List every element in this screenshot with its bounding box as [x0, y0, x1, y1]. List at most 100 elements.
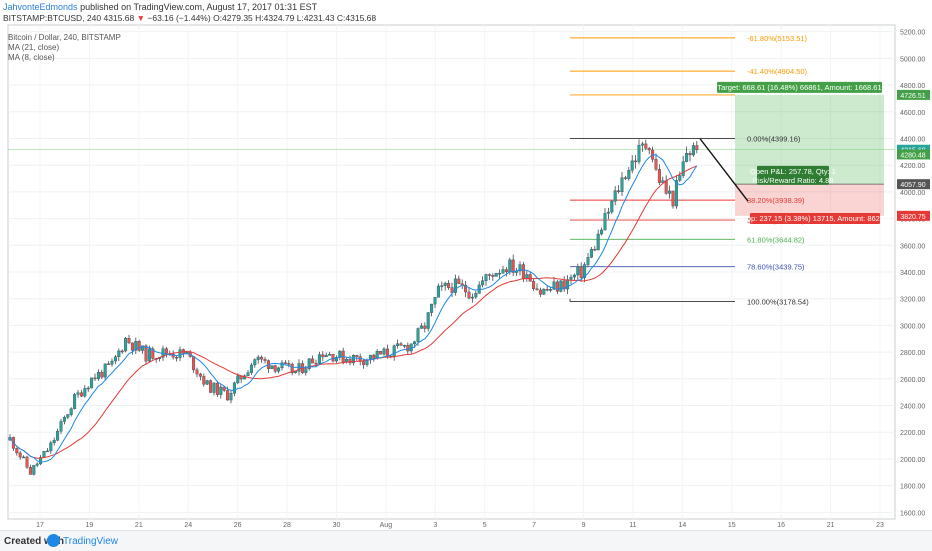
candle-body	[348, 358, 352, 364]
candle-body	[130, 342, 134, 351]
fib-level-label: 78.60%(3439.75)	[747, 263, 805, 272]
price-axis-box-bg	[897, 89, 930, 100]
candle-body	[396, 343, 400, 346]
candle-body	[589, 248, 593, 258]
price-chart[interactable]: 1600.00 1800.00 2000.00 2200.00 2400.00 2600.…	[0, 0, 932, 530]
time-tick-label: 15	[728, 522, 736, 529]
candle-body	[443, 282, 447, 286]
position-labels: Target: 668.61 (16.48%) 66861, Amount: 1…	[717, 81, 890, 224]
time-tick-label: 23	[876, 522, 884, 529]
pnl-label-text: Open P&L: 257.78, Qty: 1	[750, 167, 836, 176]
time-tick-label: 21	[827, 522, 835, 529]
price-axis-box-text: 4057.90	[900, 182, 925, 189]
down-arrow-icon: ▼	[136, 13, 145, 23]
candle-body	[430, 303, 434, 313]
tradingview-logo-icon[interactable]	[47, 534, 60, 547]
price-axis-box: 3820.75	[897, 210, 930, 221]
candle-body	[423, 325, 427, 329]
candle-body	[399, 343, 403, 346]
candle-body	[28, 466, 32, 475]
fib-level-label: -61.80%(5153.51)	[747, 34, 808, 43]
candle-body	[195, 369, 199, 375]
candle-body	[474, 293, 478, 298]
candle-body	[164, 348, 168, 354]
tradingview-brand[interactable]: TradingView	[63, 536, 119, 547]
candle-body	[637, 144, 641, 163]
trend-line	[699, 138, 749, 202]
time-tick-label: 3	[433, 522, 437, 529]
price-tick-label: 2000.00	[900, 457, 925, 464]
stop-label: Stop: 237.15 (3.38%) 13715, Amount: 862.…	[740, 212, 890, 224]
price-tick-label: 3000.00	[900, 323, 925, 330]
candle-body	[69, 408, 73, 415]
time-tick-label: 16	[777, 522, 785, 529]
legend-ma21[interactable]: MA (21, close)	[8, 43, 60, 52]
price-axis-box-bg	[897, 179, 930, 190]
candle-body	[107, 363, 111, 365]
candle-body	[15, 448, 19, 454]
time-tick-label: 24	[184, 522, 192, 529]
candle-body	[192, 356, 196, 371]
price-tick-label: 2200.00	[900, 430, 925, 437]
price-tick-label: 3600.00	[900, 243, 925, 250]
time-axis[interactable]: 17 19 21 24 26 28 30 Aug 3 5 7 9 11 14 15 16 21 23	[36, 522, 884, 529]
candle-body	[559, 280, 563, 292]
price-tick-label: 3400.00	[900, 270, 925, 277]
candle-body	[610, 200, 614, 213]
fib-level-label: -41.40%(4904.50)	[747, 67, 808, 76]
candle-body	[385, 348, 389, 357]
candle-body	[647, 148, 651, 151]
legend-ma8[interactable]: MA (8, close)	[8, 53, 55, 62]
candle-body	[304, 368, 308, 373]
candle-body	[688, 153, 692, 156]
candle-body	[606, 211, 610, 214]
candle-body	[79, 392, 83, 397]
candle-body	[66, 414, 70, 418]
candle-body	[76, 392, 80, 395]
candle-body	[623, 177, 627, 179]
time-tick-label: 5	[483, 522, 487, 529]
price-tick-label: 4200.00	[900, 163, 925, 170]
trend-line[interactable]	[699, 138, 749, 202]
legend-symbol[interactable]: Bitcoin / Dollar, 240, BITSTAMP	[8, 33, 121, 42]
candle-body	[171, 353, 175, 358]
candle-body	[273, 365, 277, 372]
price-axis-box: 4280.48	[897, 149, 930, 160]
candle-body	[572, 274, 576, 278]
candle-body	[504, 269, 508, 273]
target-label-text: Target: 668.61 (16.48%) 66861, Amount: 1…	[717, 83, 881, 92]
candles	[8, 139, 699, 476]
price-axis-box: 4726.51	[897, 89, 930, 100]
candle-body	[144, 345, 148, 362]
candle-body	[317, 354, 321, 364]
candle-body	[256, 356, 260, 360]
candle-body	[331, 354, 335, 362]
candle-body	[457, 278, 461, 284]
price-tick-label: 2600.00	[900, 377, 925, 384]
candle-body	[511, 259, 515, 273]
candle-body	[42, 451, 46, 458]
candle-body	[22, 456, 26, 459]
chart-legend: Bitcoin / Dollar, 240, BITSTAMP MA (21, …	[8, 33, 121, 63]
candle-body	[484, 274, 488, 281]
candle-body	[277, 367, 281, 372]
candle-body	[212, 382, 216, 393]
time-tick-label: 30	[333, 522, 341, 529]
price-axis-box-text: 4726.51	[900, 93, 925, 100]
candle-body	[603, 213, 607, 231]
candle-body	[219, 386, 223, 395]
candle-body	[351, 355, 355, 364]
candle-body	[120, 350, 124, 353]
candle-body	[491, 275, 495, 277]
candle-body	[630, 160, 634, 171]
candle-body	[18, 452, 22, 458]
published-text: published on TradingView.com, August 17,…	[80, 2, 318, 12]
candle-body	[464, 284, 468, 293]
candle-body	[596, 233, 600, 251]
author-link[interactable]: JahvonteEdmonds	[3, 2, 78, 12]
candle-body	[695, 145, 699, 150]
candle-body	[579, 266, 583, 278]
candle-body	[100, 371, 104, 378]
price-axis-box: 4057.90	[897, 179, 930, 190]
